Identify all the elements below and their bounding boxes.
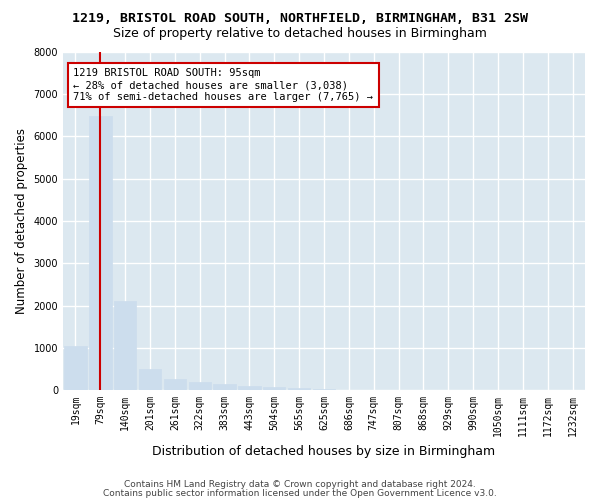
Bar	[238, 386, 260, 390]
Y-axis label: Number of detached properties: Number of detached properties	[15, 128, 28, 314]
Bar	[263, 388, 286, 390]
X-axis label: Distribution of detached houses by size in Birmingham: Distribution of detached houses by size …	[152, 444, 496, 458]
Bar	[313, 389, 335, 390]
Bar	[89, 116, 112, 390]
Bar	[188, 382, 211, 390]
Text: Contains HM Land Registry data © Crown copyright and database right 2024.: Contains HM Land Registry data © Crown c…	[124, 480, 476, 489]
Bar	[214, 384, 236, 390]
Text: 1219, BRISTOL ROAD SOUTH, NORTHFIELD, BIRMINGHAM, B31 2SW: 1219, BRISTOL ROAD SOUTH, NORTHFIELD, BI…	[72, 12, 528, 26]
Bar	[114, 302, 136, 390]
Text: Size of property relative to detached houses in Birmingham: Size of property relative to detached ho…	[113, 28, 487, 40]
Bar	[139, 370, 161, 390]
Bar	[64, 346, 86, 390]
Bar	[288, 388, 310, 390]
Text: Contains public sector information licensed under the Open Government Licence v3: Contains public sector information licen…	[103, 488, 497, 498]
Bar	[164, 379, 186, 390]
Text: 1219 BRISTOL ROAD SOUTH: 95sqm
← 28% of detached houses are smaller (3,038)
71% : 1219 BRISTOL ROAD SOUTH: 95sqm ← 28% of …	[73, 68, 373, 102]
